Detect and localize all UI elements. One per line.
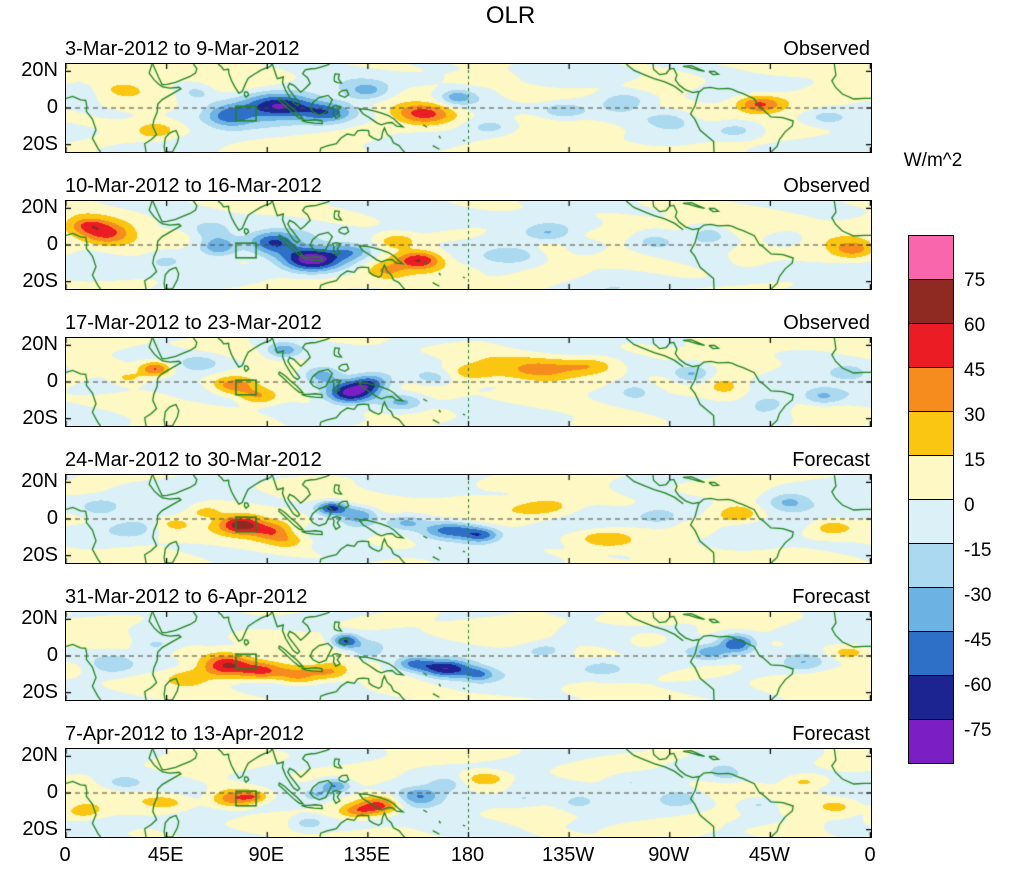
colorbar-cell: [908, 675, 954, 720]
colorbar-tick-label: -75: [964, 720, 992, 741]
map-panel-1: 3-Mar-2012 to 9-Mar-2012 Observed 20N 0 20S: [0, 33, 1021, 155]
panel-header: 3-Mar-2012 to 9-Mar-2012 Observed: [65, 33, 870, 61]
y-tick-label: 20S: [22, 132, 58, 155]
y-tick-label: 20N: [21, 333, 58, 356]
panel-header: 10-Mar-2012 to 16-Mar-2012 Observed: [65, 170, 870, 198]
map-panel-4: 24-Mar-2012 to 30-Mar-2012 Forecast 20N 0 20…: [0, 444, 1021, 566]
map-canvas: [65, 337, 872, 427]
map-panel-6: 7-Apr-2012 to 13-Apr-2012 Forecast 20N 0 20S: [0, 718, 1021, 840]
x-tick-label: 90W: [648, 844, 690, 866]
y-tick-label: 20N: [21, 744, 58, 767]
colorbar-cell: [908, 587, 954, 632]
map-canvas: [65, 200, 872, 290]
colorbar-tick-label: 75: [964, 270, 986, 291]
y-tick-label: 20S: [22, 269, 58, 292]
panel-period-label: 10-Mar-2012 to 16-Mar-2012: [65, 175, 322, 197]
panel-header: 24-Mar-2012 to 30-Mar-2012 Forecast: [65, 444, 870, 472]
panel-kind-label: Forecast: [792, 586, 870, 608]
map-canvas: [65, 748, 872, 838]
y-tick-label: 20S: [22, 406, 58, 429]
map-canvas: [65, 474, 872, 564]
y-tick-label: 0: [46, 644, 58, 666]
colorbar-tick-label: 15: [964, 450, 986, 471]
panel-header: 31-Mar-2012 to 6-Apr-2012 Forecast: [65, 581, 870, 609]
colorbar-tick-label: 45: [964, 360, 986, 381]
panel-period-label: 31-Mar-2012 to 6-Apr-2012: [65, 586, 308, 608]
panel-period-label: 7-Apr-2012 to 13-Apr-2012: [65, 723, 305, 745]
colorbar-cell: [908, 719, 954, 764]
colorbar-cell: [908, 631, 954, 676]
y-tick-label: 20S: [22, 680, 58, 703]
panel-period-label: 24-Mar-2012 to 30-Mar-2012: [65, 449, 322, 471]
x-tick-label: 180: [450, 844, 485, 866]
y-tick-label: 20N: [21, 607, 58, 630]
x-tick-label: 135E: [343, 844, 391, 866]
map-panel-3: 17-Mar-2012 to 23-Mar-2012 Observed 20N 0 20…: [0, 307, 1021, 429]
y-tick-label: 0: [46, 781, 58, 803]
colorbar-cell: [908, 411, 954, 456]
panel-period-label: 3-Mar-2012 to 9-Mar-2012: [65, 38, 300, 60]
colorbar-tick-label: -45: [964, 630, 992, 651]
colorbar-tick-label: 60: [964, 315, 986, 336]
y-tick-label: 20N: [21, 470, 58, 493]
colorbar-cell: [908, 323, 954, 368]
panel-header: 17-Mar-2012 to 23-Mar-2012 Observed: [65, 307, 870, 335]
colorbar-tick-label: 0: [964, 495, 975, 516]
colorbar-tick-label: -30: [964, 585, 992, 606]
x-tick-label: 135W: [542, 844, 595, 866]
y-tick-label: 0: [46, 96, 58, 118]
panel-kind-label: Forecast: [792, 449, 870, 471]
x-tick-label: 0: [59, 844, 71, 866]
y-tick-label: 20N: [21, 196, 58, 219]
y-tick-label: 20S: [22, 543, 58, 566]
x-tick-label: 45W: [748, 844, 790, 866]
panel-kind-label: Observed: [783, 175, 870, 197]
x-tick-label: 90E: [248, 844, 285, 866]
map-canvas: [65, 611, 872, 701]
map-canvas: [65, 63, 872, 153]
colorbar-units-label: W/m^2: [903, 150, 963, 171]
colorbar-tick-label: -60: [964, 675, 992, 696]
colorbar-tick-label: 30: [964, 405, 986, 426]
map-panel-2: 10-Mar-2012 to 16-Mar-2012 Observed 20N 0 20…: [0, 170, 1021, 292]
colorbar: [908, 235, 954, 764]
colorbar-cell: [908, 499, 954, 544]
panel-period-label: 17-Mar-2012 to 23-Mar-2012: [65, 312, 322, 334]
panel-header: 7-Apr-2012 to 13-Apr-2012 Forecast: [65, 718, 870, 746]
colorbar-cell: [908, 235, 954, 280]
x-tick-label: 45E: [147, 844, 184, 866]
colorbar-cell: [908, 279, 954, 324]
colorbar-cell: [908, 367, 954, 412]
chart-title: OLR: [485, 2, 536, 29]
panel-kind-label: Forecast: [792, 723, 870, 745]
panel-kind-label: Observed: [783, 38, 870, 60]
map-panel-5: 31-Mar-2012 to 6-Apr-2012 Forecast 20N 0 20S: [0, 581, 1021, 703]
y-tick-label: 0: [46, 233, 58, 255]
colorbar-tick-label: -15: [964, 540, 992, 561]
colorbar-cell: [908, 455, 954, 500]
y-tick-label: 0: [46, 370, 58, 392]
colorbar-cell: [908, 543, 954, 588]
y-tick-label: 20S: [22, 817, 58, 840]
panel-kind-label: Observed: [783, 312, 870, 334]
y-tick-label: 0: [46, 507, 58, 529]
y-tick-label: 20N: [21, 59, 58, 82]
x-tick-label: 0: [864, 844, 876, 866]
